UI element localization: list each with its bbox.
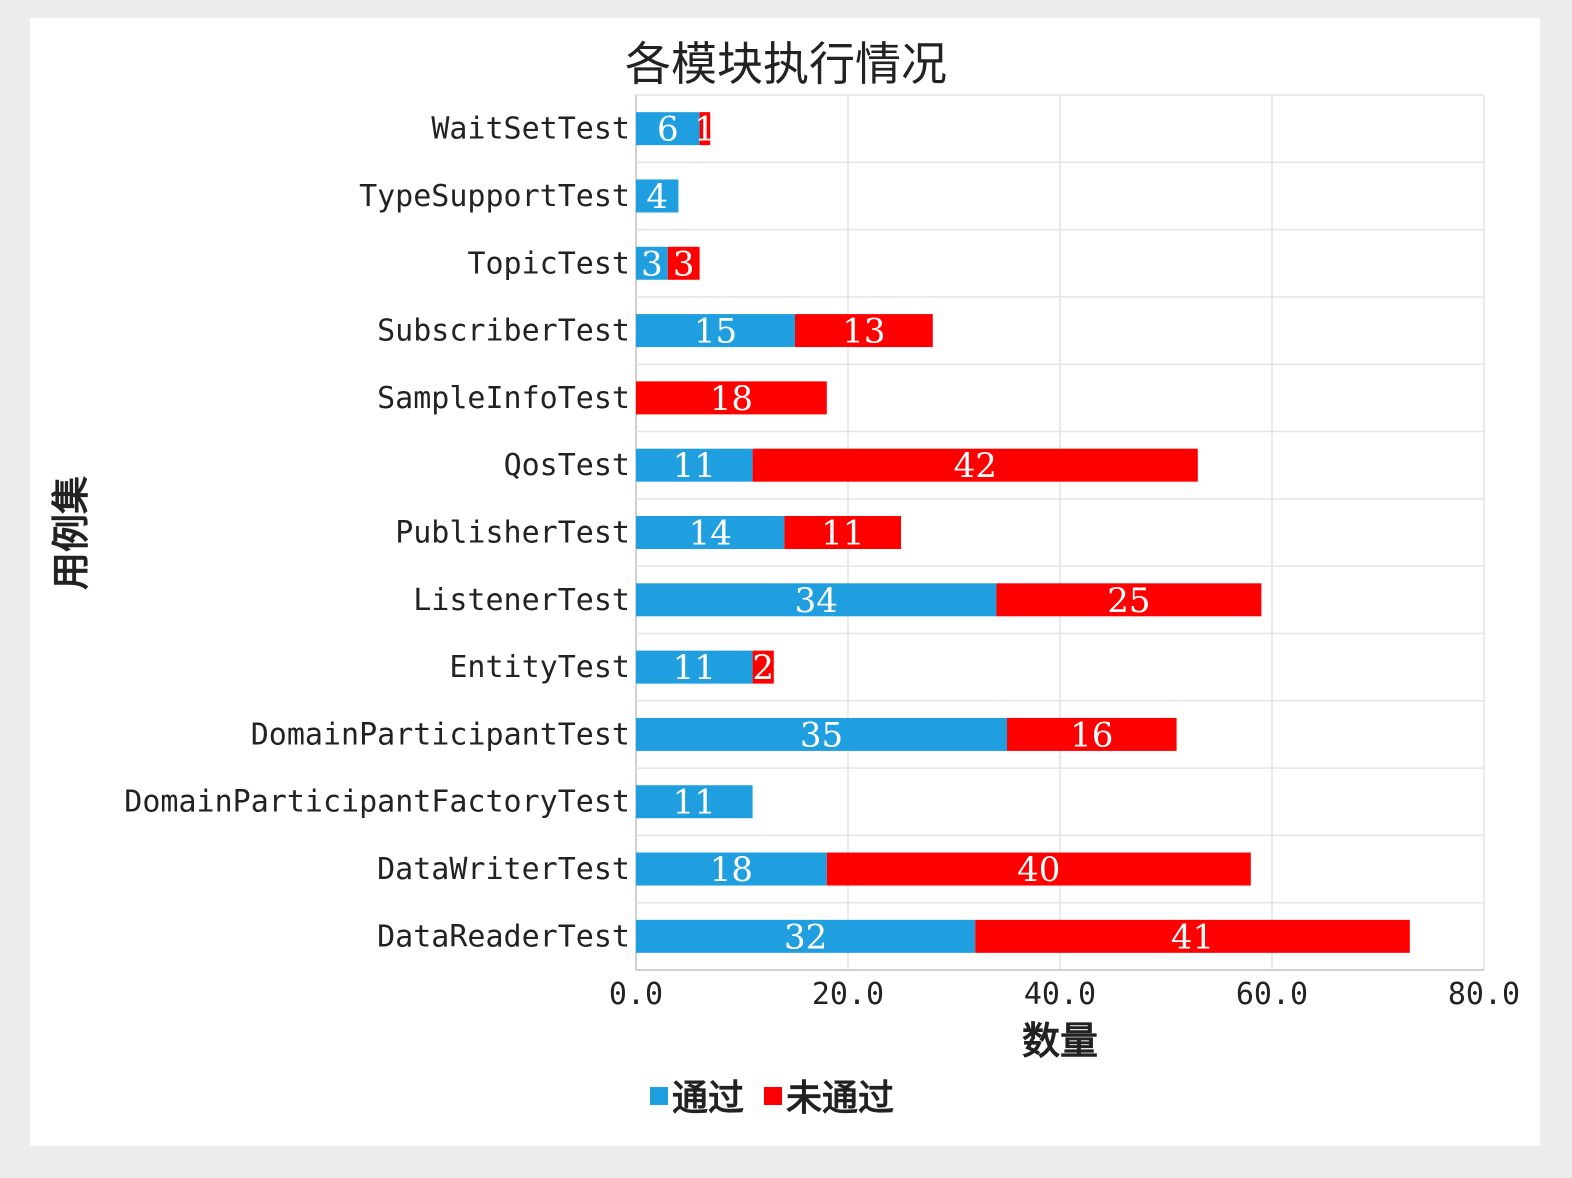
x-tick-label: 40.0 (1024, 977, 1096, 1012)
bar-label-pass: 14 (689, 514, 732, 554)
bar-fail (1007, 717, 1177, 751)
bar-label-pass: 18 (710, 850, 753, 890)
bar-label-fail: 2 (752, 648, 774, 688)
category-labels: WaitSetTest TypeSupportTest TopicTest Subsc… (124, 112, 630, 955)
bar-label-fail: 1 (694, 110, 716, 150)
bar-pass (636, 852, 827, 886)
bar-label-fail: 18 (710, 379, 753, 419)
bar-pass (636, 650, 753, 684)
bar-pass (636, 179, 679, 213)
category-label: SampleInfoTest (377, 381, 630, 416)
bar-label-pass: 35 (800, 715, 843, 755)
category-label: TypeSupportTest (359, 179, 630, 214)
chart-frame (30, 18, 1540, 1146)
y-axis-title: 用例集 (48, 476, 93, 590)
bar-pass (636, 246, 668, 280)
bar-label-fail: 41 (1171, 917, 1214, 957)
x-tick-labels: 0.0 20.0 40.0 60.0 80.0 (609, 977, 1520, 1012)
bar-fail (667, 246, 700, 280)
chart-title: 各模块执行情况 (625, 37, 947, 91)
bar-fail (752, 448, 1198, 482)
category-label: DataWriterTest (377, 852, 630, 887)
bar-pass (636, 112, 700, 146)
bar-label-fail: 42 (954, 446, 997, 486)
bar-fail (795, 314, 933, 348)
category-label: PublisherTest (395, 516, 630, 551)
bar-label-pass: 34 (795, 581, 838, 621)
bar-label-pass: 11 (673, 648, 716, 688)
category-label: EntityTest (449, 650, 630, 685)
bar-pass (636, 516, 785, 549)
legend: 通过 未通过 (650, 1077, 894, 1119)
bar-pass (636, 448, 753, 482)
category-label: QosTest (504, 448, 630, 483)
bar-fail (699, 112, 711, 146)
category-label: DataReaderTest (377, 919, 630, 954)
bar-fail (636, 381, 827, 415)
legend-label-fail: 未通过 (786, 1077, 894, 1119)
x-tick-label: 60.0 (1236, 977, 1308, 1012)
x-tick-label: 0.0 (609, 977, 663, 1012)
bar-pass (636, 717, 1007, 751)
bar-label-pass: 15 (694, 312, 737, 352)
bar-fail (752, 650, 774, 684)
category-label: WaitSetTest (431, 112, 630, 147)
bar-pass (636, 919, 976, 953)
category-label: SubscriberTest (377, 314, 630, 349)
bar-label-fail: 16 (1070, 715, 1113, 755)
bars (636, 112, 1410, 953)
bar-pass (636, 785, 753, 819)
bar-label-pass: 11 (673, 446, 716, 486)
bar-label-pass: 4 (646, 177, 668, 217)
bar-label-pass: 3 (641, 244, 663, 284)
bar-pass (636, 583, 997, 617)
bar-fail (996, 583, 1262, 617)
bar-pass (636, 314, 795, 348)
x-tick-label: 20.0 (812, 977, 884, 1012)
legend-swatch-fail (764, 1087, 782, 1105)
bar-fail (826, 852, 1251, 886)
category-label: TopicTest (467, 246, 630, 281)
bar-label-fail: 25 (1107, 581, 1150, 621)
x-axis-title: 数量 (1022, 1018, 1098, 1063)
bar-label-fail: 13 (842, 312, 885, 352)
legend-label-pass: 通过 (672, 1077, 744, 1119)
bar-fail (784, 516, 901, 549)
bar-label-pass: 11 (673, 783, 716, 823)
bar-label-pass: 32 (784, 917, 827, 957)
legend-swatch-pass (650, 1087, 668, 1105)
category-label: ListenerTest (413, 583, 630, 618)
grid (635, 94, 1485, 971)
bar-fail (975, 919, 1410, 953)
x-tick-label: 80.0 (1448, 977, 1520, 1012)
category-label: DomainParticipantFactoryTest (124, 785, 630, 820)
category-label: DomainParticipantTest (251, 717, 630, 752)
bar-label-fail: 3 (673, 244, 695, 284)
bar-label-fail: 11 (821, 514, 864, 554)
bar-label-fail: 40 (1017, 850, 1060, 890)
bar-label-pass: 6 (657, 110, 679, 150)
